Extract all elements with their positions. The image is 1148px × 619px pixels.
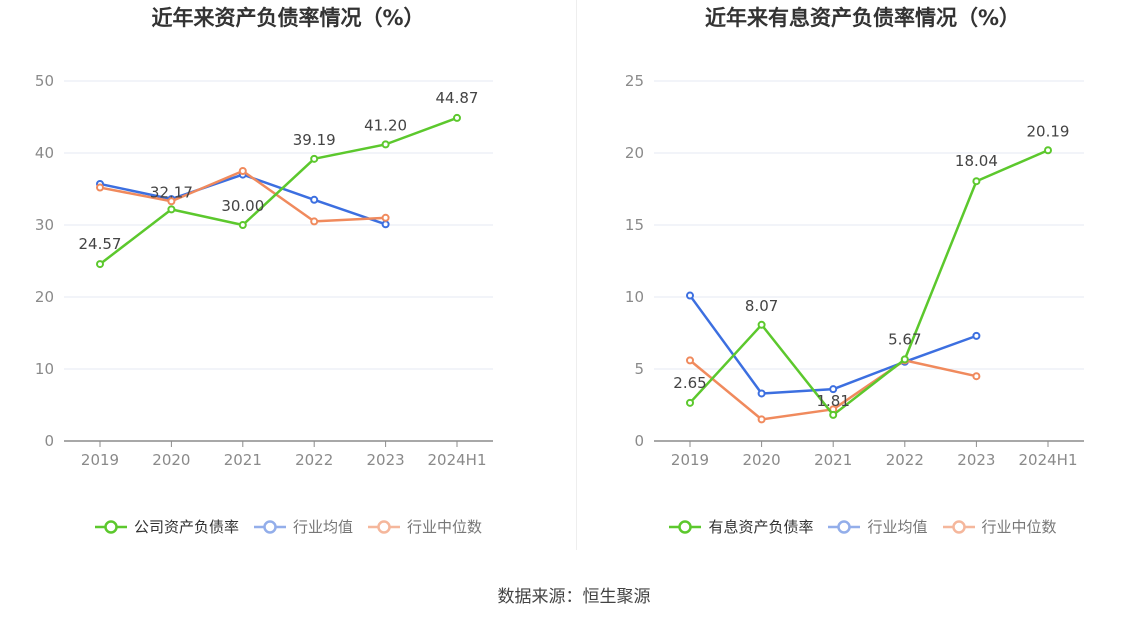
- y-tick-label: 5: [634, 360, 644, 378]
- x-tick-label: 2021: [224, 451, 262, 469]
- data-point-industry-average: [757, 389, 766, 398]
- y-tick-label: 20: [625, 144, 644, 162]
- data-source-note: 数据来源：恒生聚源: [497, 587, 651, 607]
- x-tick-label: 2022: [295, 451, 333, 469]
- legend-company-label: 公司资产负债率: [133, 518, 239, 536]
- data-point-company: [829, 410, 838, 419]
- data-point-company: [686, 398, 694, 407]
- y-tick-label: 0: [634, 432, 644, 450]
- data-label: 30.00: [221, 197, 264, 215]
- x-tick-label: 2019: [671, 451, 709, 469]
- data-point-industry-median: [167, 197, 176, 206]
- legend-item-industry-average[interactable]: 行业均值: [827, 516, 928, 537]
- legend-item-company[interactable]: 有息资产负债率: [668, 516, 813, 537]
- y-tick-label: 20: [35, 288, 54, 306]
- x-tick-label: 2023: [957, 451, 995, 469]
- legend-item-company[interactable]: 公司资产负债率: [94, 516, 239, 537]
- data-point-industry-median: [757, 415, 766, 424]
- data-point-company: [1044, 146, 1052, 155]
- data-point-company: [167, 205, 176, 214]
- data-point-company: [900, 355, 909, 364]
- data-point-company: [453, 113, 461, 122]
- data-point-industry-median: [96, 183, 104, 192]
- chart-panel-right: 近年来有息资产负债率情况（%） 0 5 10 15 20 25 2019 2020 2021 20…: [577, 0, 1148, 560]
- x-tick-label: 2020: [743, 451, 781, 469]
- data-label: 44.87: [436, 89, 479, 107]
- data-point-company: [381, 140, 390, 149]
- x-tick-label: 2024H1: [428, 451, 487, 469]
- data-point-industry-average: [310, 195, 319, 204]
- x-tick-label: 2021: [814, 451, 852, 469]
- data-point-industry-median: [686, 356, 694, 365]
- legend-median-icon: [368, 519, 400, 534]
- data-point-company: [972, 177, 981, 186]
- data-label: 1.81: [816, 392, 849, 410]
- y-tick-label: 0: [44, 432, 54, 450]
- y-tick-label: 40: [35, 144, 54, 162]
- data-point-company: [96, 260, 104, 269]
- legend-item-industry-average[interactable]: 行业均值: [253, 516, 353, 537]
- chart-title: 近年来有息资产负债率情况（%）: [704, 6, 1021, 30]
- data-label: 24.57: [79, 235, 122, 253]
- legend-company-icon: [669, 519, 702, 534]
- y-tick-label: 15: [625, 216, 644, 234]
- data-point-industry-median: [238, 167, 247, 175]
- chart-area: 0 5 10 15 20 25 2019 2020 2021 2022 2023 2024H1 2.65…: [625, 72, 1084, 469]
- legend-item-industry-median[interactable]: 行业中位数: [942, 516, 1057, 537]
- legend-average-icon: [253, 519, 286, 534]
- data-label: 18.04: [955, 152, 998, 170]
- legend-item-industry-median[interactable]: 行业中位数: [367, 516, 482, 537]
- y-tick-label: 10: [625, 288, 644, 306]
- data-point-company: [757, 320, 766, 329]
- chart-legend: 公司资产负债率 行业均值 行业中位数: [0, 516, 576, 537]
- data-label: 20.19: [1027, 122, 1070, 140]
- data-point-industry-median: [310, 217, 319, 226]
- series-line-company: [689, 149, 1049, 417]
- data-point-company: [238, 221, 247, 229]
- data-point-industry-average: [686, 291, 694, 300]
- legend-average-label: 行业均值: [292, 518, 353, 536]
- y-tick-label: 10: [35, 360, 54, 378]
- data-label: 5.67: [888, 330, 921, 348]
- series-line-industry-average: [688, 294, 977, 395]
- data-label: 41.20: [364, 116, 407, 134]
- x-tick-label: 2023: [367, 451, 405, 469]
- chart-panel-left: 近年来资产负债率情况（%） 0 10 20 30 40 50 2019 2020 2021 202…: [0, 0, 576, 560]
- chart-area: 0 10 20 30 40 50 2019 2020 2021 2022 2023 2024H1 24.…: [35, 72, 493, 469]
- legend-median-label: 行业中位数: [981, 518, 1057, 536]
- legend-company-icon: [94, 519, 127, 534]
- data-label: 8.07: [745, 297, 778, 315]
- panel-divider: [576, 0, 577, 550]
- data-point-industry-average: [381, 220, 390, 229]
- data-point-industry-median: [381, 213, 390, 222]
- y-tick-label: 50: [35, 72, 54, 90]
- data-point-industry-average: [829, 385, 838, 394]
- chart-legend: 有息资产负债率 行业均值 行业中位数: [577, 516, 1148, 537]
- series-line-company: [99, 116, 458, 266]
- x-tick-label: 2020: [152, 451, 190, 469]
- legend-company-label: 有息资产负债率: [708, 518, 814, 536]
- legend-median-icon: [942, 519, 975, 534]
- x-tick-label: 2022: [886, 451, 924, 469]
- chart-title: 近年来资产负债率情况（%）: [151, 6, 425, 30]
- data-point-industry-average: [972, 331, 981, 340]
- y-tick-label: 25: [625, 72, 644, 90]
- x-tick-label: 2024H1: [1019, 451, 1078, 469]
- data-point-industry-median: [972, 372, 981, 381]
- data-label: 2.65: [673, 374, 706, 392]
- y-tick-label: 30: [35, 216, 54, 234]
- data-label: 32.17: [150, 183, 193, 201]
- data-point-company: [310, 154, 319, 163]
- data-label: 39.19: [293, 131, 336, 149]
- legend-average-icon: [828, 519, 861, 534]
- legend-average-label: 行业均值: [867, 518, 928, 536]
- legend-median-label: 行业中位数: [407, 518, 483, 536]
- x-tick-label: 2019: [81, 451, 119, 469]
